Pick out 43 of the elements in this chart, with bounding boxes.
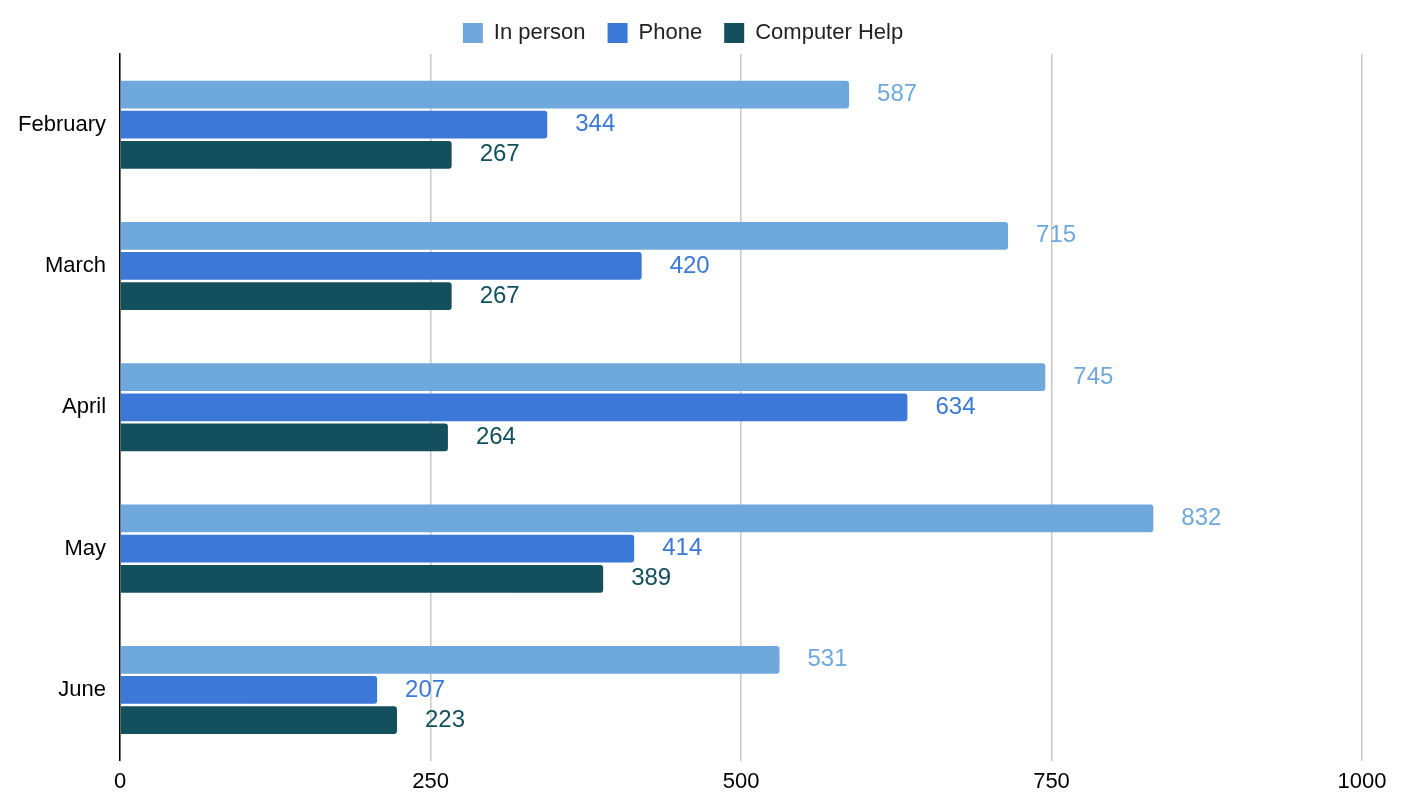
- bar: [120, 221, 1009, 250]
- data-label: 267: [479, 280, 520, 308]
- bar: [120, 706, 397, 734]
- data-label: 264: [475, 422, 516, 450]
- y-tick-label: February: [17, 110, 107, 136]
- y-tick-label: March: [44, 252, 107, 278]
- data-label: 420: [669, 250, 710, 278]
- x-tick-label: 500: [722, 767, 760, 793]
- data-label: 715: [1036, 220, 1077, 248]
- data-label: 414: [662, 533, 703, 561]
- x-tick-label: 750: [1033, 767, 1070, 793]
- x-tick-label: 1000: [1337, 767, 1387, 793]
- legend-label: In person: [493, 19, 586, 45]
- x-tick-label: 250: [412, 767, 449, 793]
- bar: [120, 676, 378, 704]
- legend-label: Phone: [638, 19, 703, 45]
- y-tick-label: June: [58, 676, 107, 701]
- data-label: 531: [807, 644, 848, 672]
- bar: [120, 80, 850, 109]
- data-label: 587: [877, 79, 918, 107]
- bar: [120, 393, 908, 422]
- bar: [120, 564, 604, 593]
- x-tick-label: 0: [113, 767, 127, 793]
- data-label: 207: [405, 674, 446, 702]
- data-label: 344: [575, 109, 616, 137]
- legend-label: Computer Help: [755, 19, 904, 45]
- y-tick-label: May: [64, 534, 107, 560]
- data-label: 832: [1181, 503, 1222, 531]
- data-label: 745: [1073, 361, 1114, 389]
- bar: [120, 534, 635, 563]
- data-label: 223: [424, 704, 466, 732]
- bar: [120, 504, 1154, 533]
- bar: [120, 252, 642, 280]
- data-label: 389: [631, 563, 672, 591]
- data-label: 634: [935, 391, 976, 419]
- bar: [120, 140, 452, 169]
- bar: [120, 645, 780, 674]
- y-tick-label: April: [62, 393, 107, 419]
- bar: [120, 423, 448, 452]
- bar: [120, 282, 452, 310]
- bar: [120, 110, 548, 139]
- data-label: 267: [479, 139, 520, 167]
- bar: [120, 363, 1046, 392]
